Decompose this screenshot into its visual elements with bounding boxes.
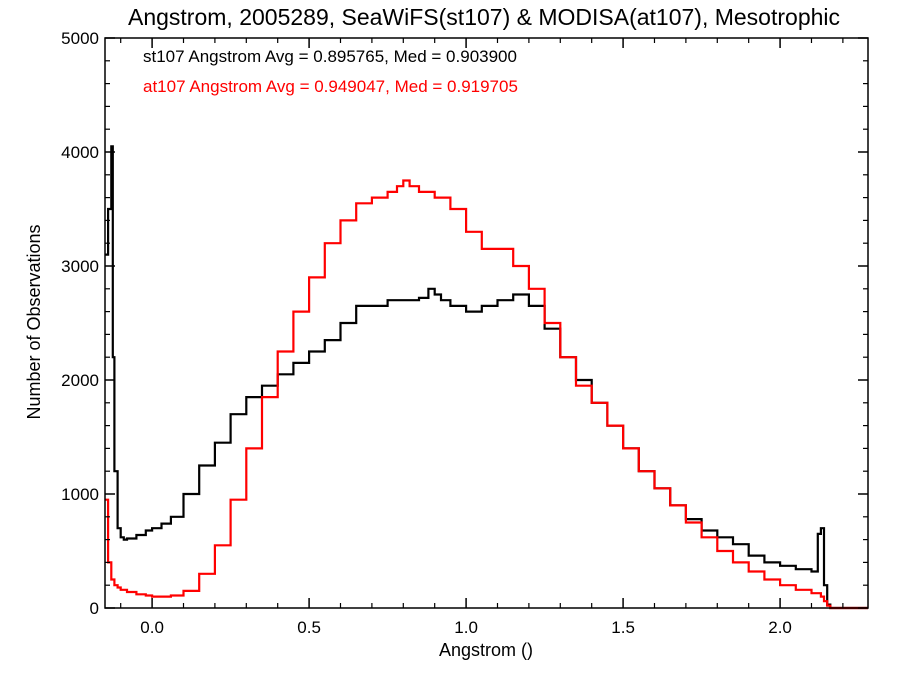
x-tick-label: 0.0 bbox=[140, 618, 164, 637]
chart-title: Angstrom, 2005289, SeaWiFS(st107) & MODI… bbox=[128, 4, 840, 30]
series-annotation-at107: at107 Angstrom Avg = 0.949047, Med = 0.9… bbox=[143, 77, 518, 96]
y-tick-label: 3000 bbox=[61, 257, 99, 276]
x-tick-label: 1.5 bbox=[611, 618, 635, 637]
plot-area: 0.0 0.5 1.0 1.5 2.0 0 1000 2000 3000 4000 5000 bbox=[61, 29, 869, 637]
y-axis-label: Number of Observations bbox=[24, 224, 44, 419]
x-tick-label: 1.0 bbox=[454, 618, 478, 637]
x-tick-label: 2.0 bbox=[768, 618, 792, 637]
series-line-at107 bbox=[105, 179, 868, 610]
series-line-st107 bbox=[105, 145, 868, 610]
y-tick-label: 4000 bbox=[61, 143, 99, 162]
y-tick-label: 2000 bbox=[61, 371, 99, 390]
x-tick-label: 0.5 bbox=[297, 618, 321, 637]
y-tick-label: 5000 bbox=[61, 29, 99, 48]
plot-frame bbox=[104, 37, 869, 609]
y-tick-label: 0 bbox=[90, 599, 99, 618]
series-annotation-st107: st107 Angstrom Avg = 0.895765, Med = 0.9… bbox=[143, 47, 517, 66]
y-tick-label: 1000 bbox=[61, 485, 99, 504]
x-axis-label: Angstrom () bbox=[439, 640, 533, 660]
